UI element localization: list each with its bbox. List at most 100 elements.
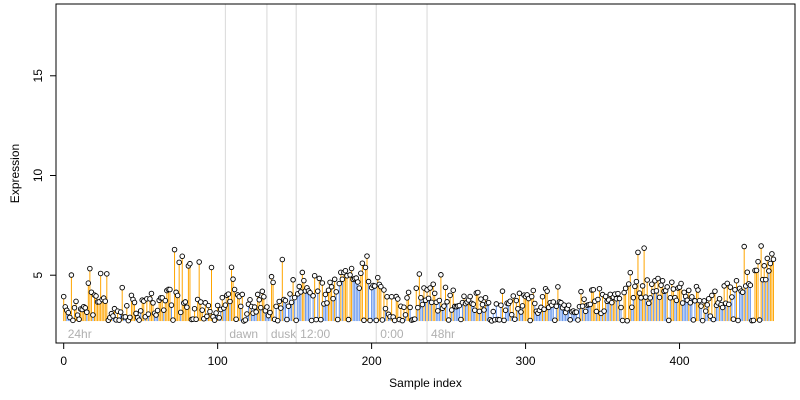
data-point (467, 293, 473, 300)
data-point (490, 308, 496, 315)
data-point (279, 256, 286, 263)
data-point (699, 317, 706, 324)
data-point (666, 317, 672, 324)
data-point (496, 317, 503, 323)
data-point (669, 279, 675, 285)
data-point (381, 287, 387, 293)
data-point (208, 264, 215, 271)
data-point (595, 296, 601, 303)
data-point (284, 316, 290, 323)
data-point (444, 299, 450, 305)
data-point (627, 269, 634, 276)
data-point (726, 301, 732, 308)
data-point (171, 246, 178, 253)
data-point (485, 299, 492, 306)
data-point (649, 281, 655, 288)
data-point (601, 308, 607, 314)
data-point (472, 307, 478, 313)
data-point (342, 267, 349, 274)
data-point (579, 303, 586, 309)
data-point (70, 317, 76, 324)
data-point (399, 317, 406, 324)
data-point (167, 286, 173, 293)
data-point (582, 308, 589, 315)
data-point (667, 295, 674, 301)
data-point (127, 314, 133, 321)
data-point (624, 318, 630, 324)
data-point (401, 304, 407, 311)
x-axis-label: Sample index (389, 376, 462, 390)
data-point (735, 317, 741, 324)
data-point (60, 293, 67, 300)
data-point (310, 293, 316, 299)
data-point (442, 284, 449, 291)
data-point (425, 295, 432, 302)
y-tick-label: 5 (31, 272, 45, 279)
data-point (625, 281, 632, 287)
data-point (709, 292, 715, 299)
data-point (285, 303, 292, 309)
data-point (436, 297, 443, 304)
data-point (528, 293, 535, 300)
data-point (770, 256, 777, 262)
data-point (758, 243, 764, 249)
data-point (196, 259, 202, 265)
data-point (578, 288, 584, 295)
data-point (402, 312, 409, 318)
data-point (278, 305, 284, 311)
data-point (231, 286, 238, 293)
y-tick-label: 15 (31, 69, 45, 83)
data-point (147, 296, 153, 302)
data-point (565, 302, 572, 308)
data-point (744, 269, 751, 275)
data-point (501, 317, 507, 324)
data-point (373, 317, 379, 324)
data-point (644, 277, 650, 283)
data-point (587, 301, 593, 308)
data-point (438, 272, 444, 278)
data-point (270, 279, 276, 286)
data-point (207, 308, 213, 315)
data-point (645, 300, 652, 307)
data-point (299, 269, 306, 276)
data-point (261, 294, 267, 300)
data-point (184, 304, 190, 310)
data-point (347, 272, 353, 278)
data-point (136, 317, 142, 323)
data-point (633, 278, 640, 285)
data-point (213, 310, 219, 316)
data-point (615, 290, 621, 297)
data-point (445, 317, 452, 323)
data-point (707, 313, 714, 319)
data-point (419, 301, 426, 308)
x-tick-label: 0 (60, 354, 67, 368)
data-point (553, 303, 560, 310)
data-point (530, 287, 537, 294)
data-point (273, 303, 279, 310)
data-point (704, 302, 710, 308)
data-point (339, 276, 346, 282)
data-point (478, 296, 484, 302)
y-tick-label: 10 (31, 168, 45, 182)
data-point (225, 291, 232, 297)
data-point (544, 288, 550, 294)
data-point (291, 294, 298, 301)
data-point (251, 304, 258, 310)
data-point (678, 280, 684, 287)
data-point (330, 295, 336, 302)
data-point (555, 284, 561, 290)
data-point (187, 260, 193, 267)
data-point (706, 295, 712, 302)
data-point (448, 307, 455, 313)
data-point (638, 295, 644, 301)
data-point (479, 301, 486, 308)
data-point (90, 312, 96, 318)
data-point (632, 283, 638, 290)
data-point (518, 309, 524, 315)
data-point (316, 275, 323, 282)
group-label: dawn (229, 327, 258, 341)
data-point (431, 290, 438, 297)
data-point (168, 302, 175, 308)
data-point (318, 316, 324, 323)
data-point (527, 317, 533, 324)
